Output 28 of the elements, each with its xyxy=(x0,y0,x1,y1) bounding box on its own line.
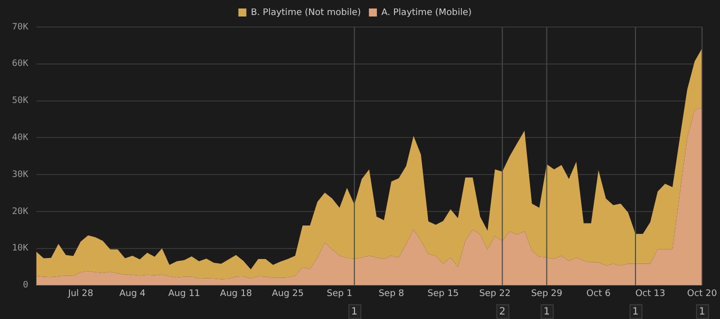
ref-line-label: 1 xyxy=(351,306,358,318)
x-tick-label: Oct 20 xyxy=(687,288,718,299)
x-tick-label: Sep 1 xyxy=(326,288,352,299)
ref-line-label: 2 xyxy=(499,306,506,318)
ref-line-label: 1 xyxy=(698,306,706,318)
y-tick-label: 0 xyxy=(22,280,28,291)
x-tick-label: Sep 15 xyxy=(427,288,459,299)
y-tick-label: 70K xyxy=(12,22,29,32)
x-tick-label: Aug 4 xyxy=(119,288,146,299)
y-tick-label: 30K xyxy=(12,170,29,180)
y-tick-label: 40K xyxy=(12,133,29,143)
x-tick-label: Oct 6 xyxy=(586,288,611,299)
x-tick-label: Aug 25 xyxy=(272,288,304,299)
ref-line-label: 1 xyxy=(632,306,639,318)
legend-label: B. Playtime (Not mobile) xyxy=(250,8,361,18)
x-tick-label: Sep 22 xyxy=(479,288,511,299)
x-tick-label: Aug 18 xyxy=(220,288,252,299)
legend-label: A. Playtime (Mobile) xyxy=(381,8,472,18)
x-tick-label: Jul 28 xyxy=(67,288,94,299)
x-tick-label: Aug 11 xyxy=(168,288,200,299)
x-tick-label: Sep 8 xyxy=(378,288,404,299)
y-tick-label: 60K xyxy=(12,59,29,70)
y-tick-label: 20K xyxy=(12,206,29,217)
ref-line-label: 1 xyxy=(544,306,550,318)
y-tick-label: 10K xyxy=(12,244,29,254)
x-tick-label: Sep 29 xyxy=(531,288,563,299)
x-tick-label: Oct 13 xyxy=(635,288,666,299)
y-tick-label: 50K xyxy=(12,96,29,106)
